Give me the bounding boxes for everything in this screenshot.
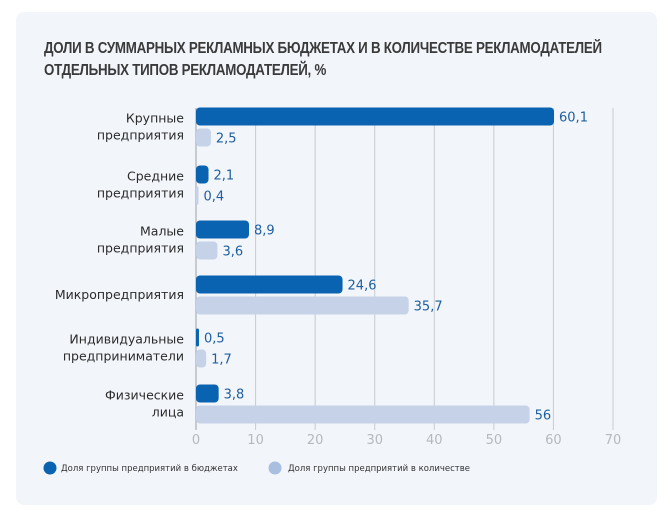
bar-budget — [196, 328, 199, 347]
chart-title-line-2: ОТДЕЛЬНЫХ ТИПОВ РЕКЛАМОДАТЕЛЕЙ, % — [44, 62, 327, 79]
category-label: предприятия — [97, 241, 184, 256]
category-label: Микропредприятия — [55, 287, 184, 302]
data-label: 1,7 — [211, 353, 232, 368]
legend-marker — [43, 461, 57, 475]
x-tick-label: 70 — [605, 433, 622, 448]
bar-budget — [196, 275, 343, 294]
x-tick-label: 20 — [307, 433, 324, 448]
x-tick-label: 30 — [366, 433, 383, 448]
category-label: предприятия — [97, 128, 184, 143]
x-tick-label: 60 — [545, 433, 562, 448]
legend-label: Доля группы предприятий в бюджетах — [61, 464, 238, 474]
data-label: 3,8 — [224, 388, 245, 403]
bar-count — [196, 186, 199, 205]
category-label: Малые — [140, 224, 184, 239]
x-tick-label: 50 — [486, 433, 503, 448]
legend-label: Доля группы предприятий в количестве — [288, 464, 470, 474]
data-label: 24,6 — [348, 279, 377, 294]
data-label: 8,9 — [254, 224, 275, 239]
chart-title: ДОЛИ В СУММАРНЫХ РЕКЛАМНЫХ БЮДЖЕТАХ И В … — [44, 38, 602, 82]
bar-count — [196, 128, 211, 147]
x-tick-label: 10 — [247, 433, 264, 448]
bar-count — [196, 405, 530, 424]
bar-budget — [196, 220, 250, 239]
bar-count — [196, 349, 207, 368]
category-label: предприятия — [97, 186, 184, 201]
data-label: 0,4 — [204, 190, 225, 205]
category-label: лица — [152, 405, 184, 420]
bar-count — [196, 296, 409, 315]
category-label: Физические — [105, 388, 184, 403]
x-tick-label: 40 — [426, 433, 443, 448]
category-label: Индивидуальные — [69, 332, 184, 347]
data-label: 2,5 — [216, 132, 237, 147]
chart-title-line-1: ДОЛИ В СУММАРНЫХ РЕКЛАМНЫХ БЮДЖЕТАХ И В … — [44, 40, 602, 57]
bar-budget — [196, 384, 219, 403]
x-tick-label: 0 — [192, 433, 200, 448]
legend-marker — [268, 461, 282, 475]
data-label: 35,7 — [414, 300, 443, 315]
bar-budget — [196, 165, 209, 184]
data-label: 2,1 — [214, 169, 235, 184]
data-label: 3,6 — [222, 245, 243, 260]
category-label: предприниматели — [63, 349, 184, 364]
bar-budget — [196, 107, 555, 126]
data-label: 0,5 — [204, 332, 225, 347]
data-label: 60,1 — [559, 111, 588, 126]
data-label: 56 — [535, 409, 552, 424]
bar-count — [196, 241, 218, 260]
category-label: Средние — [127, 169, 184, 184]
category-label: Крупные — [126, 111, 184, 126]
